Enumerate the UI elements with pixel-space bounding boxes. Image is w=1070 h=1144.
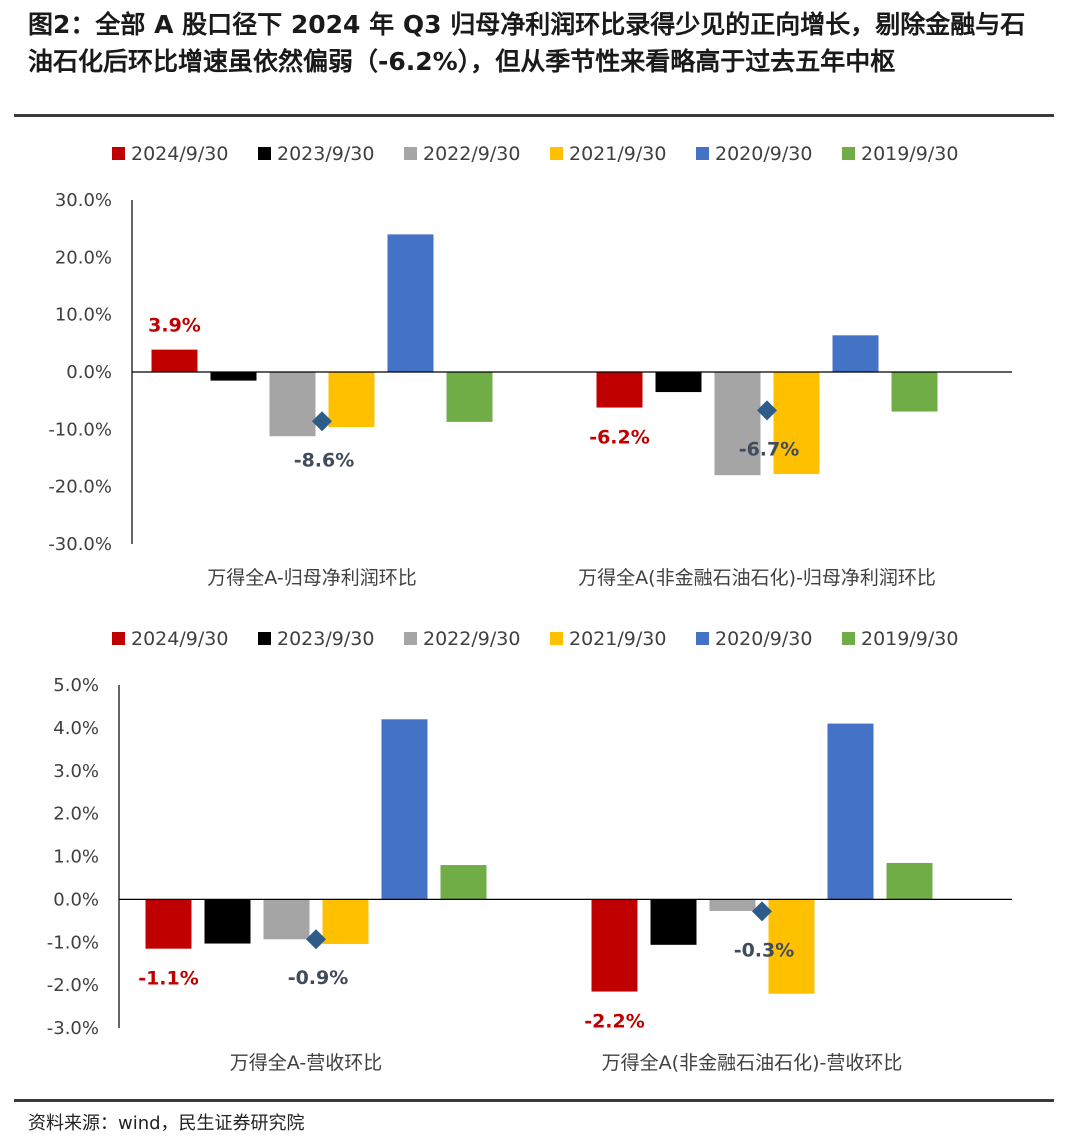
legend-label: 2021/9/30	[569, 628, 666, 650]
bar	[886, 862, 933, 900]
legend-swatch	[112, 632, 125, 645]
source-note: 资料来源：wind，民生证券研究院	[28, 1113, 305, 1134]
category-label: 万得全A(非金融石油石化)-归母净利润环比	[578, 567, 936, 589]
y-tick-label: 10.0%	[55, 305, 112, 326]
y-tick-label: 5.0%	[53, 675, 99, 696]
marker-data-label: -6.7%	[739, 438, 800, 460]
bar	[827, 723, 874, 900]
y-tick-label: 30.0%	[55, 190, 112, 211]
bar	[269, 372, 316, 437]
legend-swatch	[404, 632, 417, 645]
bar	[891, 372, 938, 412]
bar	[832, 335, 879, 372]
page-title: 图2：全部 A 股口径下 2024 年 Q3 归母净利润环比录得少见的正向增长，…	[28, 10, 1026, 76]
legend-swatch	[258, 632, 271, 645]
y-tick-label: -2.0%	[47, 975, 99, 996]
y-tick-label: -3.0%	[47, 1018, 99, 1039]
bar	[145, 899, 192, 949]
current-data-label: -6.2%	[589, 427, 650, 449]
bar	[204, 899, 251, 944]
legend-label: 2019/9/30	[861, 628, 958, 650]
legend-swatch	[112, 147, 125, 160]
bar	[322, 899, 369, 944]
category-label: 万得全A-归母净利润环比	[207, 567, 416, 589]
bar	[210, 372, 257, 381]
y-tick-label: -30.0%	[48, 534, 112, 555]
legend-label: 2023/9/30	[277, 628, 374, 650]
footer-rule	[14, 1099, 1054, 1102]
title-rule	[14, 114, 1054, 117]
bar	[440, 865, 487, 900]
legend-label: 2024/9/30	[131, 143, 228, 165]
legend-label: 2023/9/30	[277, 143, 374, 165]
legend-label: 2022/9/30	[423, 628, 520, 650]
legend-label: 2021/9/30	[569, 143, 666, 165]
marker-data-label: -0.3%	[734, 939, 795, 961]
current-data-label: -1.1%	[138, 968, 199, 990]
legend-swatch	[842, 632, 855, 645]
bar	[714, 372, 761, 476]
bar	[328, 372, 375, 428]
legend-swatch	[404, 147, 417, 160]
legend-label: 2022/9/30	[423, 143, 520, 165]
y-tick-label: 2.0%	[53, 804, 99, 825]
y-tick-label: 4.0%	[53, 718, 99, 739]
y-tick-label: -10.0%	[48, 419, 112, 440]
legend-swatch	[696, 632, 709, 645]
category-label: 万得全A(非金融石油石化)-营收环比	[602, 1052, 903, 1074]
median-marker	[306, 929, 326, 950]
legend-swatch	[842, 147, 855, 160]
legend-swatch	[696, 147, 709, 160]
legend-label: 2020/9/30	[715, 143, 812, 165]
median-marker	[757, 400, 777, 421]
bar	[768, 899, 815, 994]
marker-data-label: -8.6%	[294, 449, 355, 471]
legend-swatch	[258, 147, 271, 160]
current-data-label: -2.2%	[584, 1011, 645, 1033]
bar	[591, 899, 638, 992]
category-label: 万得全A-营收环比	[230, 1052, 382, 1074]
y-tick-label: -20.0%	[48, 477, 112, 498]
bar	[773, 372, 820, 475]
current-data-label: 3.9%	[148, 315, 201, 337]
y-tick-label: 0.0%	[53, 889, 99, 910]
bar	[381, 719, 428, 900]
bar	[650, 899, 697, 945]
legend-label: 2020/9/30	[715, 628, 812, 650]
y-tick-label: 3.0%	[53, 761, 99, 782]
median-marker	[312, 411, 332, 432]
marker-data-label: -0.9%	[288, 967, 349, 989]
bar	[387, 234, 434, 372]
y-tick-label: 0.0%	[66, 362, 112, 383]
median-marker	[752, 901, 772, 922]
bar	[596, 372, 643, 408]
y-tick-label: 20.0%	[55, 247, 112, 268]
y-tick-label: -1.0%	[47, 932, 99, 953]
bar	[709, 899, 756, 911]
legend-swatch	[550, 632, 563, 645]
legend-label: 2019/9/30	[861, 143, 958, 165]
bar	[446, 372, 493, 422]
y-tick-label: 1.0%	[53, 847, 99, 868]
legend-label: 2024/9/30	[131, 628, 228, 650]
legend-swatch	[550, 147, 563, 160]
bar	[151, 349, 198, 372]
bar	[655, 372, 702, 393]
bar	[263, 899, 310, 940]
